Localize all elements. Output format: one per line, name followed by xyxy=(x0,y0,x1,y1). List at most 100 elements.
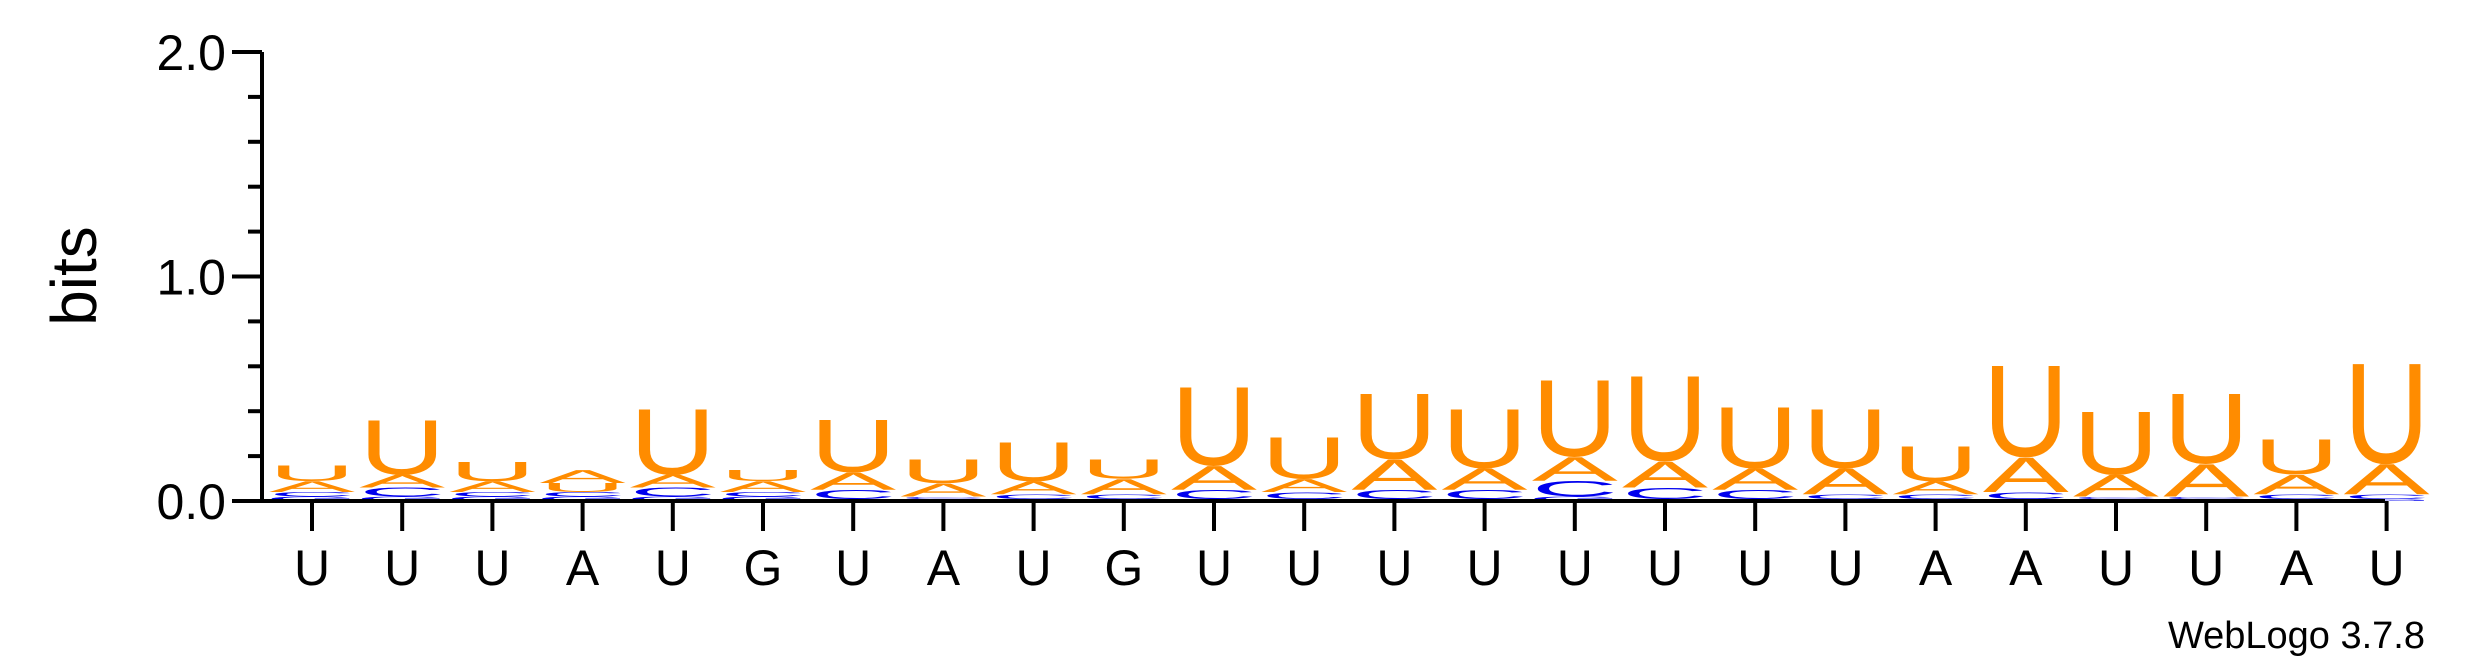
logo-letter: U xyxy=(1532,359,1618,480)
logo-letter: C xyxy=(1081,493,1167,500)
logo-letter: U xyxy=(449,456,535,487)
logo-letter: U xyxy=(900,452,986,490)
position-label: A xyxy=(566,540,600,596)
logo-letter: C xyxy=(1442,487,1528,501)
logo-letter: A xyxy=(449,478,536,495)
position-label: U xyxy=(835,540,871,596)
logo-letter: U xyxy=(540,481,626,495)
position-label: G xyxy=(744,540,783,596)
position-label: U xyxy=(1827,540,1863,596)
logo-letter: A xyxy=(1983,447,2069,503)
logo-letter: U xyxy=(810,405,896,489)
logo-letter: C xyxy=(1712,487,1798,501)
logo-letter: C xyxy=(1983,490,2069,500)
logo-letter: G xyxy=(266,495,359,502)
logo-letter: A xyxy=(1622,454,1709,496)
logo-letter: U xyxy=(359,404,445,491)
logo-letter: G xyxy=(2340,498,2433,501)
logo-letter: A xyxy=(1171,459,1257,497)
logo-letter: U xyxy=(1893,436,1979,492)
position-label: A xyxy=(2009,540,2043,596)
position-label: U xyxy=(1467,540,1503,596)
logo-letter: U xyxy=(2253,429,2339,485)
position-label: U xyxy=(1016,540,1052,596)
logo-letter: U xyxy=(1171,363,1257,489)
logo-letter: A xyxy=(269,478,356,495)
position-label: A xyxy=(927,540,961,596)
logo-letter: U xyxy=(1081,454,1167,485)
logo-letter: A xyxy=(540,466,627,487)
y-tick-label: 2.0 xyxy=(156,25,226,81)
position-label: A xyxy=(2280,540,2314,596)
logo-letter: U xyxy=(1983,338,2069,484)
logo-letter: U xyxy=(1622,350,1708,486)
position-label: A xyxy=(1919,540,1953,596)
logo-letter: C xyxy=(1893,493,1979,500)
position-label: U xyxy=(294,540,330,596)
logo-letter: A xyxy=(2163,454,2249,507)
logo-letter: U xyxy=(269,461,355,485)
position-label: U xyxy=(474,540,510,596)
position-label: U xyxy=(2369,540,2405,596)
logo-letter: A xyxy=(900,480,987,501)
logo-letter: A xyxy=(810,467,896,495)
logo-letter: U xyxy=(1712,389,1798,487)
logo-letter: C xyxy=(630,485,716,499)
y-tick-label: 1.0 xyxy=(156,250,226,306)
logo-letter: C xyxy=(2073,496,2159,499)
position-label: U xyxy=(1647,540,1683,596)
logo-letter: A xyxy=(720,478,807,495)
logo-letter: C xyxy=(2253,493,2339,500)
logo-letter: A xyxy=(1532,450,1618,488)
position-label: U xyxy=(1557,540,1593,596)
logo-letter: A xyxy=(2253,469,2340,500)
logo-letter: C xyxy=(2163,496,2249,499)
logo-glyph-stacks: GCAUGCAUGCAUGCUAGCAUGCAUGCAUGCAUGCAUGCAU… xyxy=(266,333,2433,506)
logo-letter: A xyxy=(2344,455,2431,504)
logo-letter: U xyxy=(1351,374,1437,479)
logo-letter: C xyxy=(1622,485,1708,502)
logo-letter: G xyxy=(1528,495,1621,502)
logo-letter: U xyxy=(1261,425,1347,491)
logo-letter: C xyxy=(810,487,896,501)
logo-letter: C xyxy=(900,496,986,499)
logo-letter: U xyxy=(2163,374,2249,485)
logo-letter: U xyxy=(1802,391,1888,485)
logo-letter: C xyxy=(2344,493,2430,500)
position-label: U xyxy=(2188,540,2224,596)
logo-letter: U xyxy=(991,430,1077,493)
logo-letter: U xyxy=(630,389,716,494)
logo-letter: A xyxy=(1081,474,1167,499)
logo-letter: C xyxy=(1171,487,1257,501)
position-label: U xyxy=(1286,540,1322,596)
logo-letter: A xyxy=(1893,477,1980,498)
logo-letter: A xyxy=(1442,462,1529,497)
logo-letter: C xyxy=(1802,493,1888,500)
logo-letter: A xyxy=(1802,461,1889,503)
position-label: U xyxy=(655,540,691,596)
logo-letter: C xyxy=(991,493,1077,500)
logo-letter: A xyxy=(1351,451,1438,500)
logo-letter: A xyxy=(2073,468,2160,503)
logo-letter: A xyxy=(991,477,1078,498)
logo-letter: A xyxy=(359,471,446,492)
position-label: G xyxy=(1104,540,1143,596)
weblogo-credit: WebLogo 3.7.8 xyxy=(2168,615,2425,657)
